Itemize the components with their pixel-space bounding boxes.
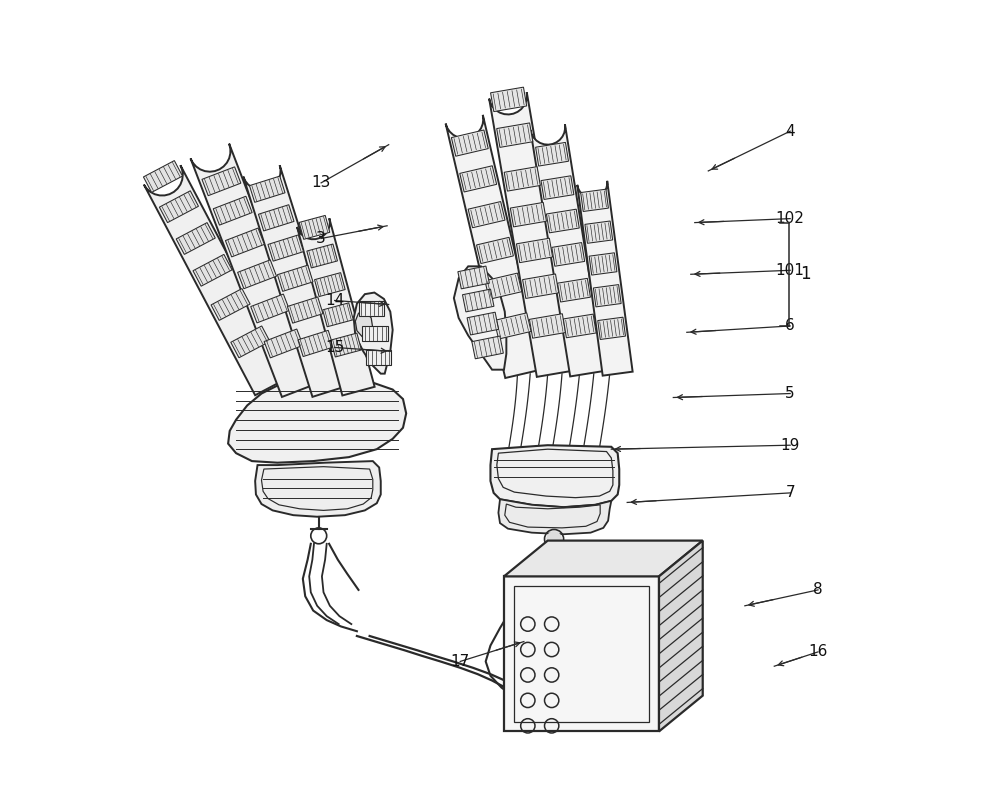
Polygon shape xyxy=(191,144,321,397)
Polygon shape xyxy=(498,499,611,534)
Text: 8: 8 xyxy=(813,583,823,597)
Bar xyxy=(213,196,252,225)
Text: 17: 17 xyxy=(451,654,470,669)
Polygon shape xyxy=(489,92,574,377)
Bar xyxy=(593,285,621,307)
Bar xyxy=(546,209,579,233)
Bar xyxy=(299,215,330,239)
Bar xyxy=(176,223,215,254)
Bar xyxy=(504,576,659,731)
Bar xyxy=(277,266,313,291)
Polygon shape xyxy=(530,124,605,377)
Polygon shape xyxy=(454,266,506,370)
Bar xyxy=(287,297,323,323)
Bar xyxy=(467,312,499,335)
Bar xyxy=(598,317,625,339)
Bar xyxy=(307,244,337,268)
Bar xyxy=(510,203,546,227)
Bar xyxy=(202,167,241,196)
Bar xyxy=(462,289,494,312)
Bar xyxy=(558,278,590,302)
Polygon shape xyxy=(354,293,393,374)
Polygon shape xyxy=(228,382,406,463)
Bar xyxy=(552,242,585,266)
Bar xyxy=(472,336,503,359)
Bar xyxy=(231,326,270,358)
Bar xyxy=(359,301,384,316)
Polygon shape xyxy=(144,165,292,395)
Bar xyxy=(529,314,566,338)
Bar xyxy=(323,303,353,327)
Bar xyxy=(268,235,304,261)
Bar xyxy=(143,161,183,192)
Polygon shape xyxy=(446,115,542,378)
Bar xyxy=(159,191,198,223)
Text: 7: 7 xyxy=(785,486,795,500)
Bar xyxy=(331,333,361,357)
Text: 15: 15 xyxy=(325,340,344,355)
Text: 16: 16 xyxy=(808,645,828,659)
Polygon shape xyxy=(577,180,633,376)
Polygon shape xyxy=(355,312,373,340)
Bar xyxy=(494,313,531,339)
Bar xyxy=(315,273,345,297)
Bar xyxy=(516,238,553,262)
Bar xyxy=(536,142,568,166)
Bar xyxy=(589,253,617,275)
Bar xyxy=(504,167,540,191)
Text: 13: 13 xyxy=(311,176,331,190)
Text: 5: 5 xyxy=(785,386,795,401)
Bar xyxy=(523,274,559,298)
Bar xyxy=(211,289,250,320)
Text: 3: 3 xyxy=(316,231,326,246)
Bar xyxy=(541,176,574,200)
Text: 4: 4 xyxy=(785,124,795,138)
Bar xyxy=(258,205,294,231)
Text: 101: 101 xyxy=(776,263,805,277)
Text: 102: 102 xyxy=(776,211,805,226)
Bar xyxy=(251,294,290,323)
Bar xyxy=(225,228,264,257)
Bar xyxy=(491,87,527,111)
Polygon shape xyxy=(243,165,349,397)
Circle shape xyxy=(547,532,561,546)
Bar xyxy=(585,221,613,243)
Bar xyxy=(468,202,505,227)
Bar xyxy=(477,238,513,263)
Bar xyxy=(298,331,333,356)
Bar xyxy=(193,254,232,286)
Text: 1: 1 xyxy=(801,266,811,283)
Bar xyxy=(563,314,596,338)
Bar xyxy=(366,350,391,366)
Polygon shape xyxy=(297,219,375,395)
Text: 19: 19 xyxy=(780,438,800,452)
Text: 14: 14 xyxy=(325,293,344,308)
Polygon shape xyxy=(659,541,703,731)
Bar xyxy=(362,326,388,342)
Bar xyxy=(249,176,285,202)
Bar xyxy=(264,329,303,358)
Polygon shape xyxy=(504,541,703,576)
Text: 6: 6 xyxy=(785,319,795,333)
Bar xyxy=(460,166,497,192)
Bar xyxy=(238,260,277,289)
Bar xyxy=(497,123,533,147)
Polygon shape xyxy=(255,461,381,517)
Bar xyxy=(581,189,608,211)
Bar xyxy=(451,130,488,156)
Bar xyxy=(514,586,649,722)
Bar xyxy=(485,273,522,299)
Bar xyxy=(458,266,489,289)
Polygon shape xyxy=(490,445,619,507)
